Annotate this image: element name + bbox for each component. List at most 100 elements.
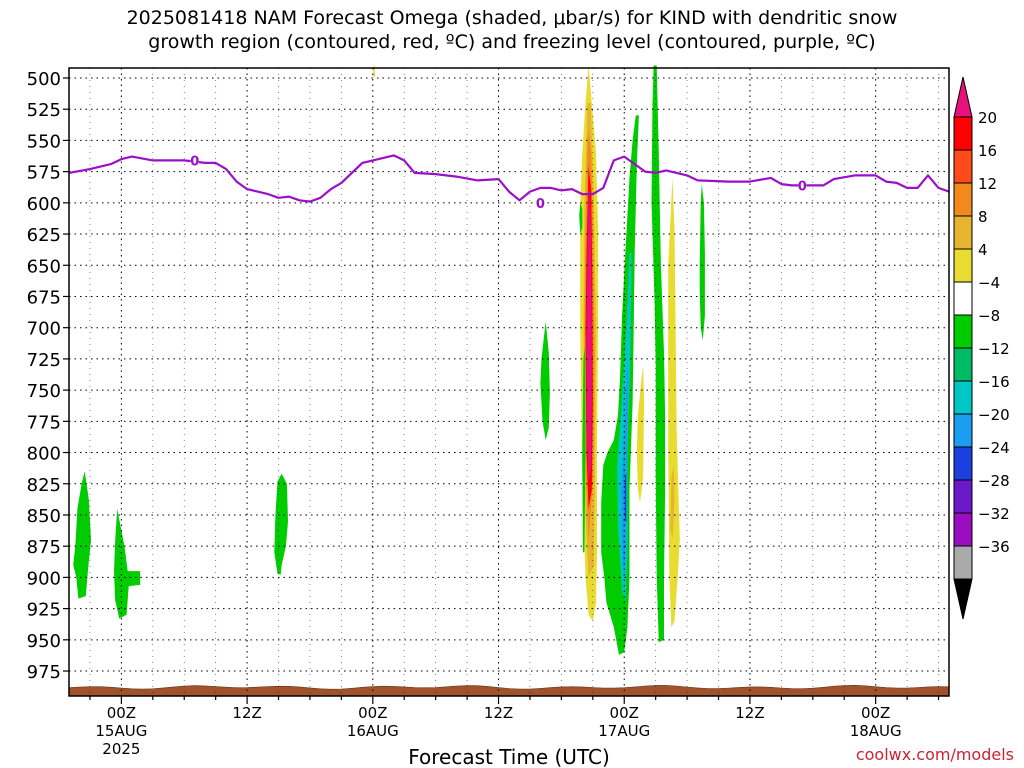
y-tick-label-975: 975 xyxy=(27,662,61,683)
colorbar-label-4: 4 xyxy=(978,241,988,259)
y-tick-label-875: 875 xyxy=(27,537,61,558)
x-tick-date-48: 17AUG xyxy=(598,722,650,740)
omega-shaded-region-9 xyxy=(586,184,592,484)
colorbar-label-0: 20 xyxy=(978,109,997,127)
omega-shaded-region-14 xyxy=(621,365,629,578)
omega-shaded-region-15 xyxy=(624,471,627,522)
y-tick-label-550: 550 xyxy=(27,131,61,152)
omega-shaded-region-16 xyxy=(651,65,666,643)
colorbar-label-10: −24 xyxy=(978,439,1010,457)
omega-shaded-region-20 xyxy=(699,184,705,341)
y-tick-label-900: 900 xyxy=(27,568,61,589)
freezing-level-line xyxy=(68,154,950,203)
x-tick-label-0: 00Z xyxy=(107,704,136,722)
colorbar-label-9: −20 xyxy=(978,406,1010,424)
colorbar-band-3 xyxy=(953,215,973,250)
colorbar-band-1 xyxy=(953,149,973,184)
x-tick-label-12: 12Z xyxy=(232,704,261,722)
plot-grid xyxy=(69,68,949,696)
x-tick-label-60: 12Z xyxy=(735,704,764,722)
y-tick-label-700: 700 xyxy=(27,319,61,340)
omega-shaded-region-0 xyxy=(73,471,91,599)
omega-shaded-region-11 xyxy=(579,202,583,235)
colorbar-label-3: 8 xyxy=(978,208,988,226)
freezing-level-label-0: 0 xyxy=(190,154,199,169)
colorbar-bottom-arrow xyxy=(953,578,973,620)
y-tick-label-525: 525 xyxy=(27,100,61,121)
x-tick-year-0: 2025 xyxy=(102,740,140,758)
chart-title: 2025081418 NAM Forecast Omega (shaded, μ… xyxy=(0,6,1024,54)
colorbar-label-2: 12 xyxy=(978,175,997,193)
omega-shaded-region-10 xyxy=(582,346,586,553)
freezing-level-contour-layer: 0 0 0 xyxy=(68,153,950,212)
y-tick-label-850: 850 xyxy=(27,506,61,527)
colorbar-top-arrow xyxy=(953,76,973,118)
omega-shaded-region-18 xyxy=(668,177,680,628)
freezing-level-label-bg-0 xyxy=(190,153,199,167)
x-tick-date-0: 15AUG xyxy=(95,722,147,740)
x-axis-label: Forecast Time (UTC) xyxy=(408,745,610,768)
freezing-level-label-2: 0 xyxy=(536,197,545,212)
omega-shaded-region-2 xyxy=(274,473,288,575)
y-tick-label-950: 950 xyxy=(27,631,61,652)
colorbar-band-12 xyxy=(953,512,973,547)
y-tick-label-500: 500 xyxy=(27,69,61,90)
y-axis: 500 525 550 575 600 625 650 675 700 725 750 775 800 8… xyxy=(27,69,69,683)
omega-shaded-region-19 xyxy=(670,465,675,540)
x-tick-date-72: 18AUG xyxy=(850,722,902,740)
colorbar-label-1: 16 xyxy=(978,142,997,160)
omega-shaded-region-17 xyxy=(636,365,645,503)
colorbar-label-8: −16 xyxy=(978,373,1010,391)
colorbar-band-2 xyxy=(953,182,973,217)
x-tick-label-36: 12Z xyxy=(484,704,513,722)
colorbar-band-8 xyxy=(953,380,973,415)
colorbar-label-5: −4 xyxy=(978,274,1000,292)
y-tick-label-650: 650 xyxy=(27,256,61,277)
freezing-level-label-bg-1 xyxy=(798,178,807,192)
x-tick-label-72: 00Z xyxy=(861,704,890,722)
credit-text: coolwx.com/models xyxy=(855,745,1014,764)
y-tick-label-675: 675 xyxy=(27,287,61,308)
colorbar: 20 16 12 8 4 −4 −8 −12 −16 −20 −24 −28 −32 −36 xyxy=(953,76,1010,620)
surface-ground-band xyxy=(68,684,950,697)
colorbar-label-11: −28 xyxy=(978,472,1010,490)
y-tick-label-600: 600 xyxy=(27,194,61,215)
colorbar-band-6 xyxy=(953,314,973,349)
plot-frame xyxy=(68,67,950,697)
omega-shaded-region-4 xyxy=(372,65,375,77)
colorbar-band-7 xyxy=(953,347,973,382)
colorbar-label-6: −8 xyxy=(978,307,1000,325)
y-tick-label-775: 775 xyxy=(27,412,61,433)
colorbar-band-5 xyxy=(953,281,973,316)
colorbar-band-10 xyxy=(953,446,973,481)
chart-title-line-1: 2025081418 NAM Forecast Omega (shaded, μ… xyxy=(126,7,898,29)
surface-layer xyxy=(68,684,950,697)
colorbar-band-0 xyxy=(953,116,973,151)
y-tick-label-800: 800 xyxy=(27,444,61,465)
omega-shaded-region-1 xyxy=(114,508,141,619)
omega-shaded-region-13 xyxy=(616,252,632,603)
colorbar-band-11 xyxy=(953,479,973,514)
omega-shaded-region-3 xyxy=(540,321,550,441)
x-tick-date-24: 16AUG xyxy=(347,722,399,740)
colorbar-band-13 xyxy=(953,545,973,580)
freezing-level-label-1: 0 xyxy=(798,179,807,194)
y-tick-label-725: 725 xyxy=(27,350,61,371)
omega-shading-layer xyxy=(73,65,705,655)
omega-shaded-region-12 xyxy=(601,115,639,655)
colorbar-label-7: −12 xyxy=(978,340,1010,358)
colorbar-label-12: −32 xyxy=(978,505,1010,523)
x-tick-label-48: 00Z xyxy=(610,704,639,722)
y-tick-label-750: 750 xyxy=(27,381,61,402)
y-tick-label-825: 825 xyxy=(27,475,61,496)
y-tick-label-575: 575 xyxy=(27,163,61,184)
y-tick-label-625: 625 xyxy=(27,225,61,246)
freezing-level-label-bg-2 xyxy=(536,195,545,209)
colorbar-band-4 xyxy=(953,248,973,283)
y-tick-label-925: 925 xyxy=(27,600,61,621)
colorbar-label-13: −36 xyxy=(978,538,1010,556)
colorbar-band-9 xyxy=(953,413,973,448)
x-tick-label-24: 00Z xyxy=(358,704,387,722)
